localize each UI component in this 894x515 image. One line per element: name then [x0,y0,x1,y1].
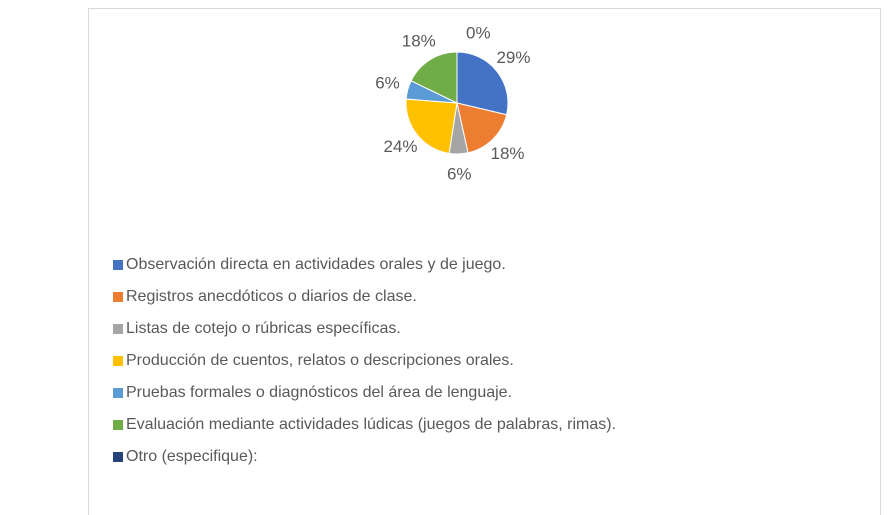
legend-swatch [113,356,123,366]
data-label: 24% [383,137,417,156]
pie-slice [456,51,509,116]
data-label: 29% [496,48,530,67]
legend-swatch [113,292,123,302]
pie-slice [405,98,458,154]
legend-swatch [113,452,123,462]
data-label: 18% [402,31,436,50]
legend-swatch [113,324,123,334]
data-label: 18% [490,144,524,163]
data-label: 6% [375,74,400,93]
legend-swatch [113,420,123,430]
legend-label: Otro (especifique): [126,448,258,465]
data-label: 0% [466,24,491,43]
pie-slice [410,51,458,104]
legend-label: Pruebas formales o diagnósticos del área… [126,384,512,401]
legend-label: Listas de cotejo o rúbricas específicas. [126,320,401,337]
legend-label: Registros anecdóticos o diarios de clase… [126,288,417,305]
legend-swatch [113,260,123,270]
legend-swatch [113,388,123,398]
legend-label: Producción de cuentos, relatos o descrip… [126,352,514,369]
data-label: 6% [447,164,472,183]
pie-slice [456,102,508,154]
legend-label: Observación directa en actividades orale… [126,256,506,273]
legend-label: Evaluación mediante actividades lúdicas … [126,416,616,433]
